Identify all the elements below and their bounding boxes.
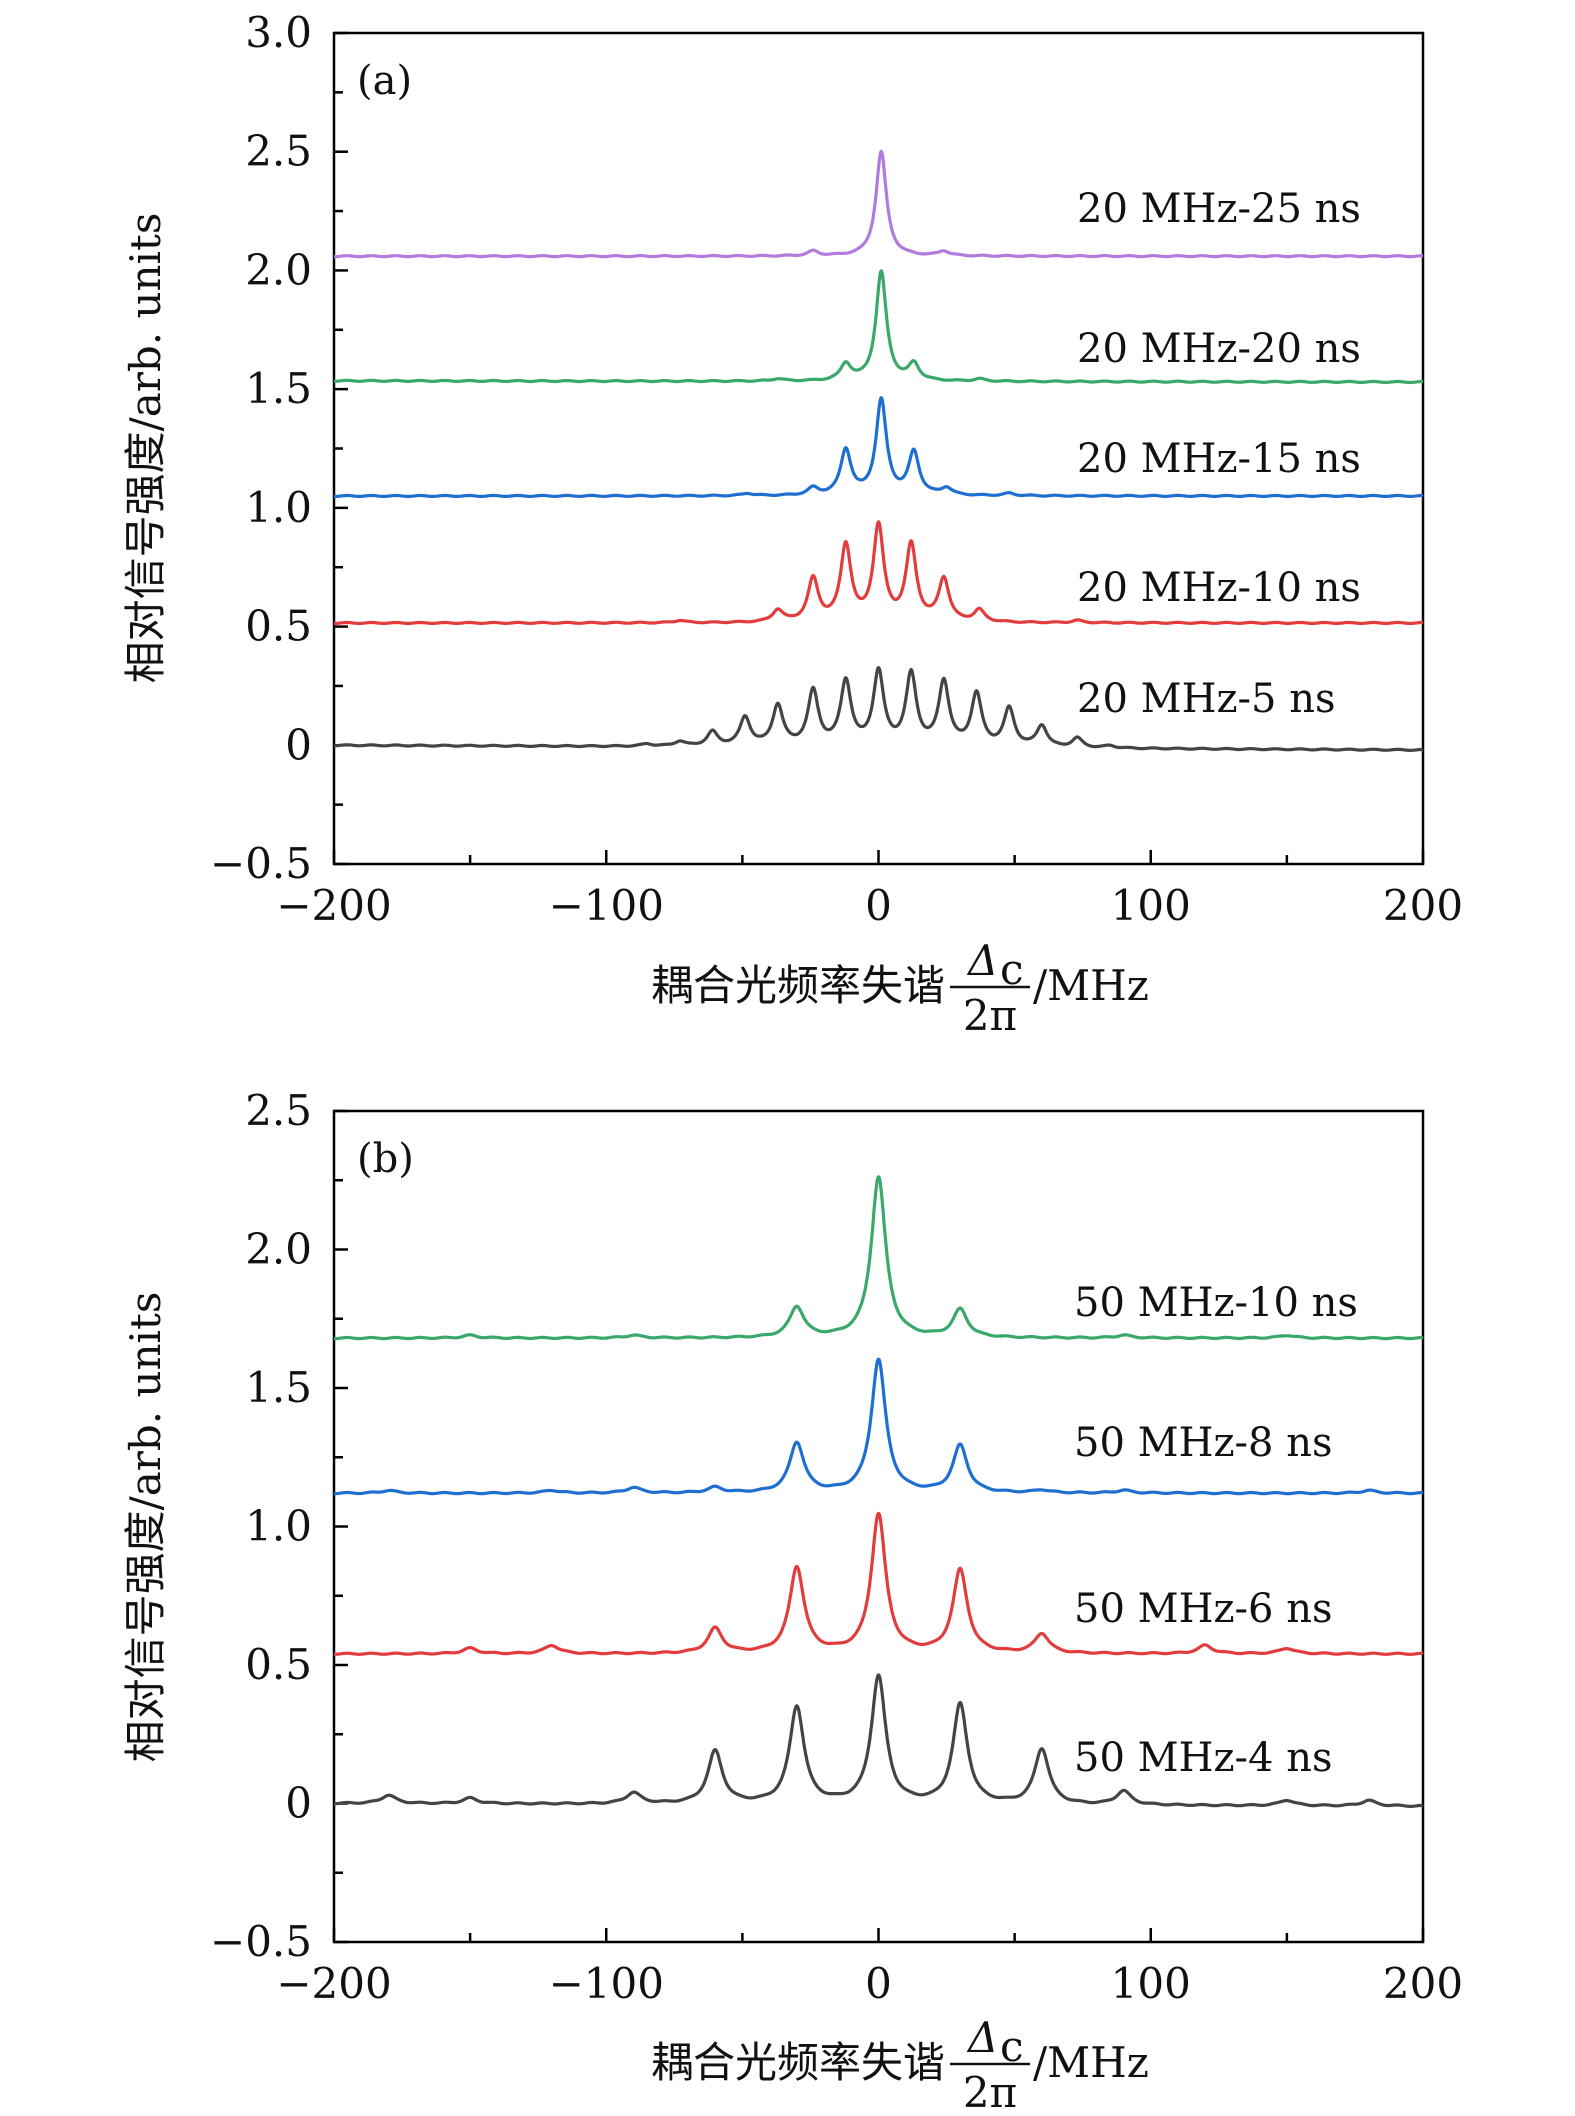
series-label: 20 MHz-15 ns: [1077, 436, 1361, 482]
series-label: 50 MHz-4 ns: [1074, 1735, 1333, 1781]
x-tick-label: 200: [1383, 1959, 1463, 2008]
panel-b: −200 −100 0 100 200−0.500.51.01.52.02.5 (b) …: [121, 1086, 1463, 2116]
x-axis-label: 耦合光频率失谐 Δ c 2π /MHz: [651, 936, 1149, 1040]
y-tick-label: 1.5: [245, 364, 312, 413]
y-tick-label: 1.0: [245, 1502, 312, 1551]
x-tick-label: −200: [276, 881, 391, 930]
x-axis-label-prefix: 耦合光频率失谐: [651, 961, 945, 1010]
x-axis-label-numerator: Δ: [966, 936, 998, 985]
y-tick-label: −0.5: [210, 839, 312, 888]
series-line-20-MHz-15-ns: [333, 396, 1424, 498]
x-tick-label: −100: [549, 881, 664, 930]
y-tick-label: 2.5: [245, 127, 312, 176]
series-line-50-MHz-10-ns: [333, 1175, 1424, 1341]
series-line-50-MHz-6-ns: [333, 1511, 1424, 1656]
x-axis-label-prefix: 耦合光频率失谐: [651, 2038, 945, 2087]
series-line-50-MHz-4-ns: [333, 1673, 1424, 1808]
x-tick-label: −100: [549, 1959, 664, 2008]
curves: [333, 149, 1424, 752]
x-tick-label: −200: [276, 1959, 391, 2008]
x-tick-label: 200: [1383, 881, 1463, 930]
y-tick-label: 1.5: [245, 1363, 312, 1412]
series-line-20-MHz-20-ns: [333, 269, 1424, 385]
y-tick-label: 2.5: [245, 1086, 312, 1135]
y-tick-label: −0.5: [210, 1917, 312, 1966]
y-tick-label: 0.5: [245, 602, 312, 651]
series-line-20-MHz-10-ns: [333, 520, 1424, 625]
series-label: 20 MHz-25 ns: [1077, 186, 1361, 232]
y-tick-label: 0: [285, 1779, 312, 1828]
plot-frame: [332, 1109, 1425, 1944]
curves: [333, 1175, 1424, 1808]
series-label: 50 MHz-6 ns: [1074, 1586, 1333, 1632]
series-line-50-MHz-8-ns: [333, 1357, 1424, 1496]
y-tick-label: 2.0: [245, 245, 312, 294]
axis-ticks: −200 −100 0 100 200 −0.5 0 0.5 1.0 1.5 2.0 2.5 3.0: [210, 8, 1463, 930]
series-label: 50 MHz-8 ns: [1074, 1420, 1333, 1466]
x-axis-label-denominator: 2π: [963, 991, 1017, 1040]
series-label: 20 MHz-10 ns: [1077, 565, 1361, 611]
y-tick-label: 0: [285, 720, 312, 769]
series-line-20-MHz-25-ns: [333, 149, 1424, 259]
x-axis-label-unit: /MHz: [1033, 2038, 1149, 2087]
y-axis-label: 相对信号强度/arb. units: [121, 213, 170, 684]
panel-label: (a): [357, 58, 412, 104]
x-tick-label: 0: [865, 881, 892, 930]
x-axis-label-subscript: c: [1000, 945, 1024, 994]
panel-a: −200 −100 0 100 200 −0.5 0 0.5 1.0 1.5 2.0 2.5 3.0 (…: [121, 8, 1463, 1040]
x-axis-label-denominator: 2π: [963, 2068, 1017, 2116]
series-line-20-MHz-5-ns: [333, 666, 1424, 752]
y-tick-label: 0.5: [245, 1640, 312, 1689]
series-label: 20 MHz-20 ns: [1077, 326, 1361, 372]
x-tick-label: 100: [1111, 1959, 1191, 2008]
axis-ticks: −200 −100 0 100 200 −0.5 0 0.5 1.0 1.5 2.0 2.5: [210, 1086, 1463, 2008]
series-label: 50 MHz-10 ns: [1074, 1280, 1358, 1326]
y-tick-label: 2.0: [245, 1225, 312, 1274]
y-tick-label: 1.0: [245, 483, 312, 532]
x-tick-label: 0: [865, 1959, 892, 2008]
x-axis-label-numerator: Δ: [966, 2013, 998, 2062]
x-axis-label: 耦合光频率失谐 Δ c 2π /MHz: [651, 2013, 1149, 2116]
x-axis-label-subscript: c: [1000, 2022, 1024, 2071]
x-axis-label-unit: /MHz: [1033, 961, 1149, 1010]
y-tick-label: 3.0: [245, 8, 312, 57]
y-axis-label: 相对信号强度/arb. units: [121, 1292, 170, 1763]
panel-label: (b): [357, 1136, 414, 1182]
x-tick-label: 100: [1111, 881, 1191, 930]
series-label: 20 MHz-5 ns: [1077, 676, 1336, 722]
